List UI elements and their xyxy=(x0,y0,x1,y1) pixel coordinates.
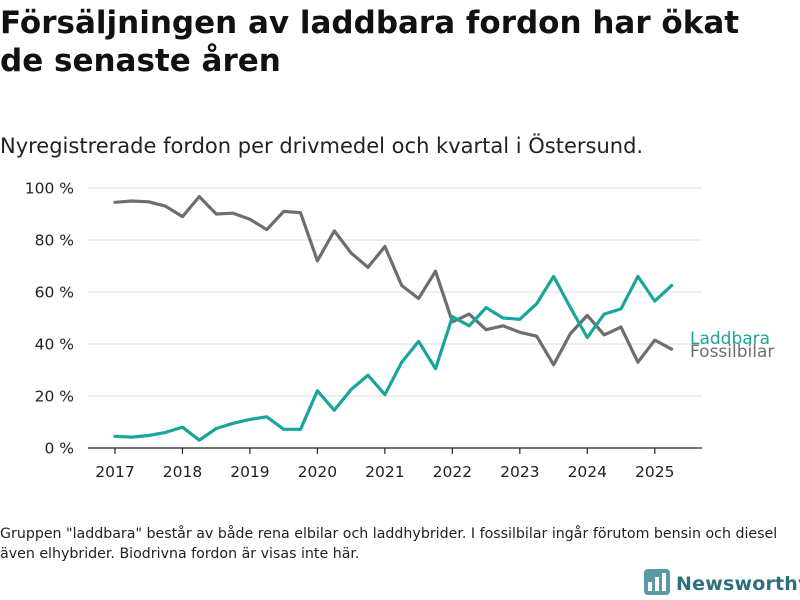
y-tick-label: 80 % xyxy=(35,232,74,250)
x-tick-label: 2021 xyxy=(365,463,404,481)
x-tick-label: 2025 xyxy=(635,463,674,481)
x-tick-label: 2022 xyxy=(433,463,472,481)
line-chart: 0 % 20 % 40 % 60 % 80 % 100 % 2017 2018 2019 202… xyxy=(25,180,775,482)
series-lines xyxy=(113,195,674,442)
y-tick-label: 100 % xyxy=(25,180,74,198)
x-tick-label: 2024 xyxy=(568,463,607,481)
chart-title: Försäljningen av laddbara fordon har öka… xyxy=(0,5,740,79)
series-label-laddbara: Laddbara xyxy=(690,329,770,349)
footnote: Gruppen "laddbara" består av både rena e… xyxy=(0,526,778,562)
x-tick-label: 2017 xyxy=(95,463,134,481)
bar-chart-logo-icon xyxy=(644,569,670,599)
x-axis-ticks: 2017 2018 2019 2020 2021 2022 2023 2024 2025 xyxy=(95,448,674,481)
x-tick-label: 2020 xyxy=(298,463,337,481)
series-label-fossilbilar: Fossilbilar xyxy=(690,342,774,362)
newsworthy-logo: Newsworthy xyxy=(644,568,800,600)
y-tick-label: 40 % xyxy=(35,336,74,354)
x-tick-label: 2023 xyxy=(500,463,539,481)
brand-name: Newsworthy xyxy=(676,573,800,595)
x-tick-label: 2019 xyxy=(230,463,269,481)
chart-subtitle: Nyregistrerade fordon per drivmedel och … xyxy=(0,134,644,158)
series-line-laddbara xyxy=(113,274,674,442)
y-tick-label: 20 % xyxy=(35,388,74,406)
series-line-fossilbilar xyxy=(113,195,674,367)
gridlines xyxy=(88,187,702,397)
y-tick-label: 0 % xyxy=(44,440,74,458)
x-tick-label: 2018 xyxy=(163,463,202,481)
y-axis-ticks: 0 % 20 % 40 % 60 % 80 % 100 % xyxy=(25,180,74,458)
y-tick-label: 60 % xyxy=(35,284,74,302)
